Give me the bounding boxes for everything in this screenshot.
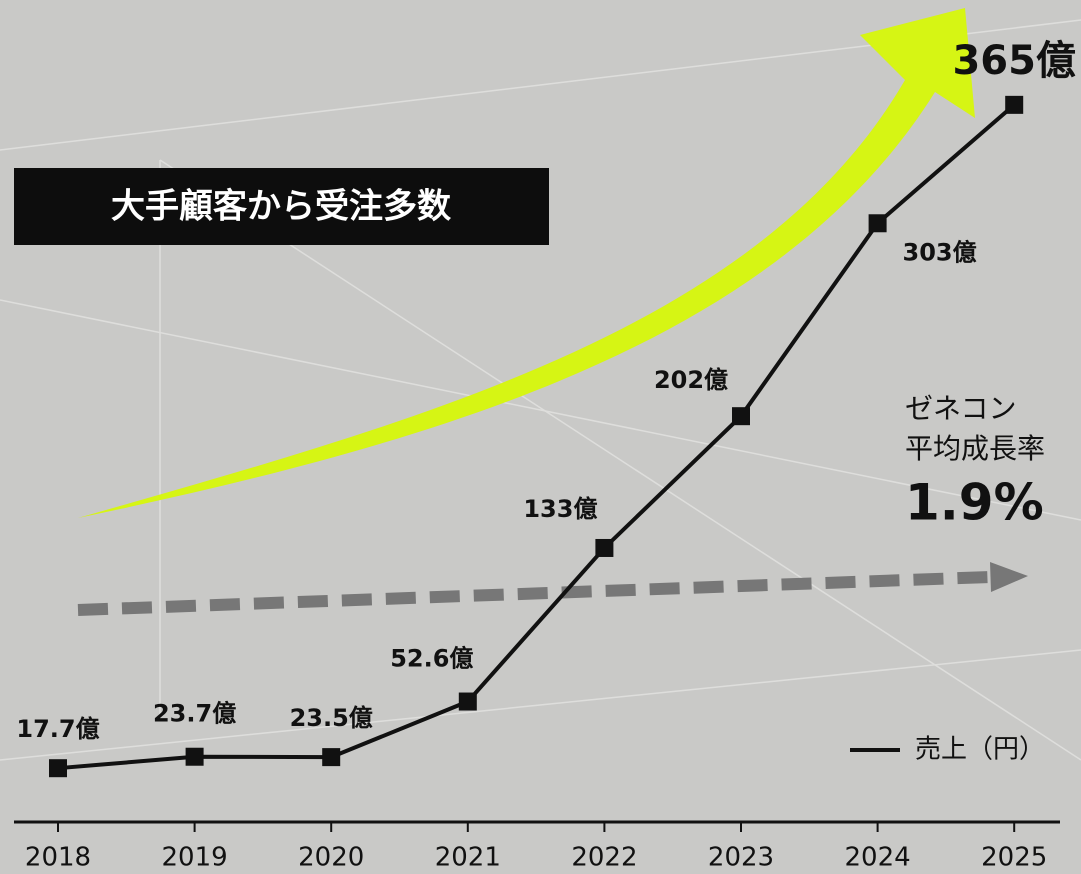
trend-arrowhead bbox=[990, 562, 1028, 592]
marker bbox=[868, 214, 887, 233]
data-label: 23.5億 bbox=[290, 704, 373, 732]
x-tick-label: 2025 bbox=[981, 843, 1047, 873]
x-tick-label: 2019 bbox=[162, 843, 228, 873]
trend-arrow bbox=[77, 571, 991, 616]
legend-label: 売上（円） bbox=[915, 735, 1045, 765]
x-tick-label: 2021 bbox=[435, 843, 501, 873]
line bbox=[57, 103, 1016, 771]
x-tick-label: 2018 bbox=[25, 843, 91, 873]
data-label: 23.7億 bbox=[153, 700, 236, 728]
data-label: 303億 bbox=[903, 238, 977, 266]
marker bbox=[185, 747, 204, 766]
data-label: 365億 bbox=[952, 38, 1076, 84]
x-tick-label: 2020 bbox=[298, 843, 364, 873]
marker bbox=[49, 759, 67, 778]
x-tick-label: 2022 bbox=[571, 843, 637, 873]
chart-title: 大手顧客から受注多数 bbox=[111, 187, 451, 227]
x-tick-label: 2024 bbox=[845, 843, 911, 873]
annotation-value: 1.9% bbox=[905, 474, 1044, 532]
annotation: 平均成長率 bbox=[905, 432, 1045, 465]
data-label: 52.6億 bbox=[390, 645, 473, 673]
marker bbox=[595, 538, 614, 557]
marker bbox=[1005, 95, 1024, 114]
marker bbox=[458, 692, 477, 711]
data-label: 202億 bbox=[654, 366, 728, 394]
data-label: 133億 bbox=[523, 495, 597, 523]
x-tick-label: 2023 bbox=[708, 843, 774, 873]
data-label: 17.7億 bbox=[16, 715, 99, 743]
marker bbox=[322, 748, 341, 767]
title-box bbox=[14, 168, 549, 245]
marker bbox=[732, 407, 750, 426]
annotation: ゼネコン bbox=[905, 392, 1016, 425]
growth-arrow bbox=[78, 8, 975, 518]
